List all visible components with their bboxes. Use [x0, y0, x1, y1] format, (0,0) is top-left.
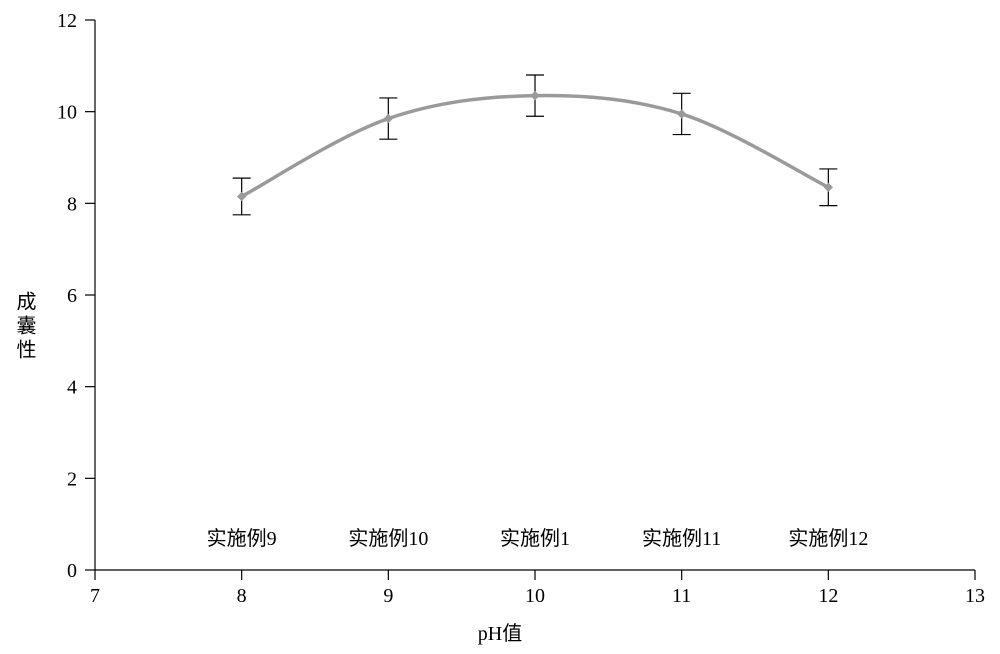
x-tick-label: 12 [818, 585, 838, 607]
x-tick-label: 8 [237, 585, 247, 607]
x-tick-label: 13 [965, 585, 985, 607]
y-tick-label: 6 [67, 285, 77, 307]
x-axis-label: pH值 [478, 617, 522, 646]
y-tick-label: 10 [57, 102, 77, 124]
x-tick-label: 11 [672, 585, 691, 607]
x-tick-label: 9 [383, 585, 393, 607]
y-tick-label: 4 [67, 377, 77, 399]
data-marker [531, 92, 539, 100]
x-tick-label: 7 [90, 585, 100, 607]
y-tick-label: 0 [67, 560, 77, 582]
point-label: 实施例11 [642, 527, 721, 550]
point-label: 实施例1 [500, 527, 570, 550]
point-label: 实施例12 [788, 527, 868, 550]
point-label: 实施例10 [348, 527, 428, 550]
y-tick-label: 8 [67, 193, 77, 215]
y-axis-label: 成囊性 [10, 291, 39, 363]
data-marker [678, 110, 686, 118]
chart-container: 成囊性 pH值 7 8 9 10 11 12 13 0 2 4 6 8 10 12 实施例9 实施例10 实施例… [0, 0, 1000, 654]
x-tick-label: 10 [525, 585, 545, 607]
y-tick-label: 12 [57, 10, 77, 32]
point-label: 实施例9 [207, 527, 277, 550]
y-tick-label: 2 [67, 468, 77, 490]
chart-svg: 7 8 9 10 11 12 13 0 2 4 6 8 10 12 实施例9 实施例10 实施例1 实施例11 实施… [0, 0, 1000, 654]
